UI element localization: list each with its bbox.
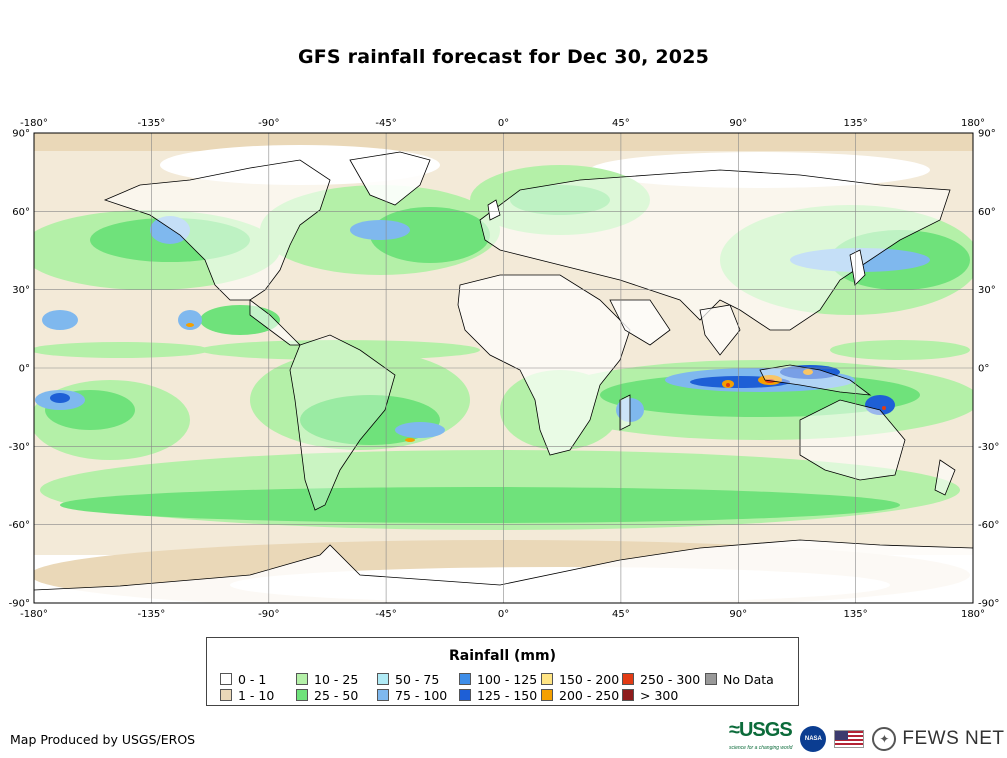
lon-tick-top: -45° — [375, 118, 396, 129]
legend-item: 1 - 10 — [220, 687, 275, 703]
legend-label: 0 - 1 — [238, 671, 267, 687]
legend-item: 25 - 50 — [296, 687, 359, 703]
lat-tick-left: 30° — [12, 285, 30, 296]
legend-swatch — [541, 673, 553, 685]
legend-swatch — [296, 689, 308, 701]
lon-tick-top: -135° — [138, 118, 166, 129]
legend-label: 200 - 250 — [559, 687, 620, 703]
us-flag-icon — [834, 730, 865, 748]
legend-label: 250 - 300 — [640, 671, 701, 687]
lon-tick-top: 90° — [729, 118, 747, 129]
legend-swatch — [622, 689, 634, 701]
legend-label: 150 - 200 — [559, 671, 620, 687]
legend-swatch — [220, 673, 232, 685]
lon-tick-bottom: 0° — [498, 609, 509, 620]
legend-swatch — [622, 673, 634, 685]
legend-swatch — [459, 689, 471, 701]
lat-tick-left: -60° — [9, 520, 30, 531]
lon-tick-top: 135° — [844, 118, 868, 129]
legend-swatch — [377, 689, 389, 701]
legend-label: > 300 — [640, 687, 679, 703]
legend-swatch — [459, 673, 471, 685]
lat-tick-right: 90° — [978, 129, 996, 140]
usgs-tagline: science for a changing world — [729, 745, 793, 751]
legend-swatch — [296, 673, 308, 685]
legend-swatch — [705, 673, 717, 685]
state-department-seal-icon: ✦ — [872, 727, 897, 751]
map-border — [33, 132, 974, 604]
legend-label: 50 - 75 — [395, 671, 440, 687]
legend-item: No Data — [705, 671, 774, 687]
lat-tick-right: 0° — [978, 364, 989, 375]
lat-tick-right: 60° — [978, 207, 996, 218]
map-title: GFS rainfall forecast for Dec 30, 2025 — [297, 46, 710, 68]
lon-tick-bottom: -180° — [20, 609, 48, 620]
legend-item: 75 - 100 — [377, 687, 448, 703]
nasa-logo: NASA — [800, 726, 827, 752]
lon-tick-bottom: 90° — [729, 609, 747, 620]
lon-tick-bottom: 45° — [612, 609, 630, 620]
lon-tick-bottom: 180° — [961, 609, 985, 620]
lat-tick-left: 60° — [12, 207, 30, 218]
lat-tick-left: -90° — [9, 599, 30, 610]
legend-label: 25 - 50 — [314, 687, 359, 703]
legend-swatch — [541, 689, 553, 701]
lat-tick-right: -60° — [978, 520, 999, 531]
legend-item: 10 - 25 — [296, 671, 359, 687]
fews-net-logo: FEWS NET — [902, 728, 1005, 749]
lon-tick-bottom: -90° — [258, 609, 279, 620]
rainfall-field — [34, 133, 973, 603]
usgs-wordmark: ≈USGS — [729, 719, 793, 741]
lon-tick-top: -90° — [258, 118, 279, 129]
lat-tick-right: -90° — [978, 599, 999, 610]
legend-label: No Data — [723, 671, 774, 687]
logo-bar: ≈USGS science for a changing world NASA … — [729, 719, 1005, 757]
legend-label: 1 - 10 — [238, 687, 275, 703]
lat-tick-left: 0° — [19, 364, 30, 375]
lon-tick-top: 180° — [961, 118, 985, 129]
lat-tick-right: 30° — [978, 285, 996, 296]
graticule — [34, 133, 973, 603]
legend-label: 75 - 100 — [395, 687, 448, 703]
legend-swatch — [377, 673, 389, 685]
lat-tick-left: 90° — [12, 129, 30, 140]
lon-tick-top: -180° — [20, 118, 48, 129]
legend-label: 100 - 125 — [477, 671, 538, 687]
lon-tick-top: 0° — [498, 118, 509, 129]
legend-swatch — [220, 689, 232, 701]
lon-tick-bottom: -135° — [138, 609, 166, 620]
legend-item: 100 - 125 — [459, 671, 538, 687]
lat-tick-right: -30° — [978, 442, 999, 453]
legend-item: 50 - 75 — [377, 671, 440, 687]
credit-text: Map Produced by USGS/EROS — [10, 732, 196, 747]
lat-tick-left: -30° — [9, 442, 30, 453]
usgs-logo: ≈USGS science for a changing world — [729, 719, 793, 757]
legend-label: 10 - 25 — [314, 671, 359, 687]
lon-tick-bottom: 135° — [844, 609, 868, 620]
legend-title: Rainfall (mm) — [449, 648, 556, 664]
legend-item: 150 - 200 — [541, 671, 620, 687]
lon-tick-bottom: -45° — [375, 609, 396, 620]
legend-item: 0 - 1 — [220, 671, 267, 687]
legend-item: 125 - 150 — [459, 687, 538, 703]
legend-item: 250 - 300 — [622, 671, 701, 687]
legend-label: 125 - 150 — [477, 687, 538, 703]
legend-item: > 300 — [622, 687, 679, 703]
legend-item: 200 - 250 — [541, 687, 620, 703]
lon-tick-top: 45° — [612, 118, 630, 129]
rainfall-map: -180° -135° -90° -45° 0° 45° 90° 135° 18… — [9, 118, 1000, 620]
legend: Rainfall (mm) 0 - 1 1 - 10 10 - 25 25 - … — [206, 637, 799, 706]
